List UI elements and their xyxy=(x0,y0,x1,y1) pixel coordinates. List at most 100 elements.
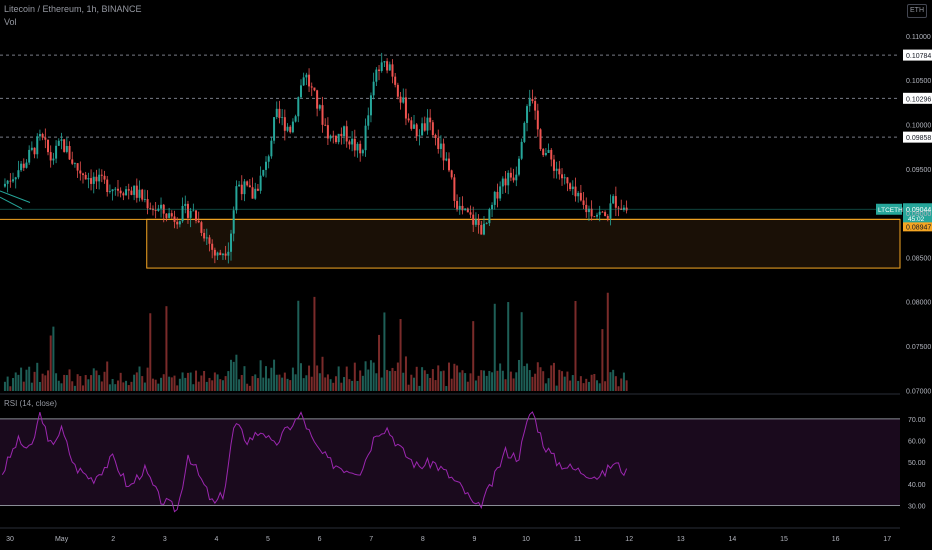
volume-bar xyxy=(606,292,609,391)
candle-body xyxy=(111,189,114,192)
candle-body xyxy=(313,87,316,91)
candle-body xyxy=(421,123,424,136)
candle-body xyxy=(356,143,359,151)
candle-body xyxy=(359,143,362,154)
volume-bar xyxy=(135,372,138,391)
volume-bar xyxy=(291,367,294,391)
volume-bar xyxy=(143,382,146,391)
bar-countdown-label: 45:02 xyxy=(908,216,925,223)
candle-body xyxy=(343,126,346,137)
rsi-indicator-label: RSI (14, close) xyxy=(4,399,57,408)
volume-bar xyxy=(534,373,537,391)
candle-body xyxy=(294,116,297,122)
candle-body xyxy=(450,170,453,178)
support-zone[interactable] xyxy=(146,218,901,269)
candle-body xyxy=(254,188,257,199)
candle-body xyxy=(227,251,230,256)
candle-body xyxy=(299,85,302,98)
rsi-tick-label: 60.00 xyxy=(908,439,926,446)
candle-body xyxy=(57,140,60,146)
x-axis-tick-label: 14 xyxy=(729,536,737,543)
volume-bar xyxy=(351,380,354,391)
volume-bar xyxy=(227,371,230,391)
candle-body xyxy=(221,253,224,256)
volume-bar xyxy=(359,370,362,391)
volume-bar xyxy=(30,382,33,391)
volume-bar xyxy=(264,366,267,391)
candle-body xyxy=(491,204,494,210)
volume-bar xyxy=(431,369,434,391)
candle-body xyxy=(65,146,68,152)
candle-body xyxy=(485,223,488,224)
x-axis-tick-label: 16 xyxy=(832,536,840,543)
volume-bar xyxy=(12,378,15,391)
candle-body xyxy=(95,176,98,182)
volume-bar xyxy=(577,380,580,391)
volume-bar xyxy=(259,360,262,391)
candle-body xyxy=(402,97,405,103)
volume-bar xyxy=(25,369,28,391)
volume-bar xyxy=(375,373,378,391)
volume-bar xyxy=(499,363,502,391)
volume-bar xyxy=(569,380,572,391)
volume-bar xyxy=(536,362,539,391)
currency-badge[interactable]: ETH xyxy=(907,4,927,18)
candle-body xyxy=(458,205,461,210)
candle-body xyxy=(143,199,146,200)
candle-body xyxy=(106,179,109,193)
candle-body xyxy=(587,208,590,213)
candle-body xyxy=(184,203,187,206)
candle-body xyxy=(186,203,189,218)
volume-bar xyxy=(402,372,405,391)
y-axis-tick-label: 0.10500 xyxy=(906,78,931,85)
volume-bar xyxy=(90,375,93,391)
candle-body xyxy=(590,208,593,217)
volume-label: Vol xyxy=(4,17,17,27)
candle-body xyxy=(493,191,496,205)
volume-bar xyxy=(157,383,160,391)
volume-bar xyxy=(579,376,582,391)
trend-line[interactable] xyxy=(0,190,31,203)
candle-body xyxy=(582,200,585,205)
volume-bar xyxy=(571,375,574,391)
volume-bar xyxy=(550,365,553,391)
candle-body xyxy=(442,143,445,161)
volume-bar xyxy=(246,383,249,391)
candle-body xyxy=(36,136,39,155)
volume-bar xyxy=(313,296,316,391)
y-axis-tick-label: 0.11000 xyxy=(906,34,931,41)
volume-bar xyxy=(230,359,233,391)
candle-body xyxy=(407,118,410,121)
candle-body xyxy=(108,191,111,193)
candle-body xyxy=(434,135,437,139)
volume-bar xyxy=(507,302,510,391)
volume-bar xyxy=(334,376,337,391)
volume-bar xyxy=(493,303,496,391)
candle-body xyxy=(165,213,168,218)
candle-body xyxy=(281,117,284,118)
volume-bar xyxy=(63,374,66,391)
volume-bar xyxy=(256,378,259,391)
candle-body xyxy=(439,143,442,149)
candle-body xyxy=(154,210,157,211)
candle-body xyxy=(146,199,149,209)
candle-body xyxy=(205,237,208,239)
volume-bar xyxy=(620,378,623,391)
candle-body xyxy=(122,193,125,196)
candle-body xyxy=(76,163,79,171)
candle-body xyxy=(28,149,31,163)
volume-bar xyxy=(162,374,165,391)
volume-bar xyxy=(367,369,370,391)
volume-bar xyxy=(439,371,442,391)
candle-body xyxy=(38,134,41,137)
volume-bar xyxy=(561,371,564,391)
candle-body xyxy=(116,188,119,191)
trend-line[interactable] xyxy=(0,196,23,210)
candle-body xyxy=(275,108,278,118)
volume-bar xyxy=(515,372,518,391)
rsi-tick-label: 50.00 xyxy=(908,460,926,467)
candle-body xyxy=(138,189,141,198)
volume-bar xyxy=(14,372,17,391)
volume-bar xyxy=(6,376,9,391)
